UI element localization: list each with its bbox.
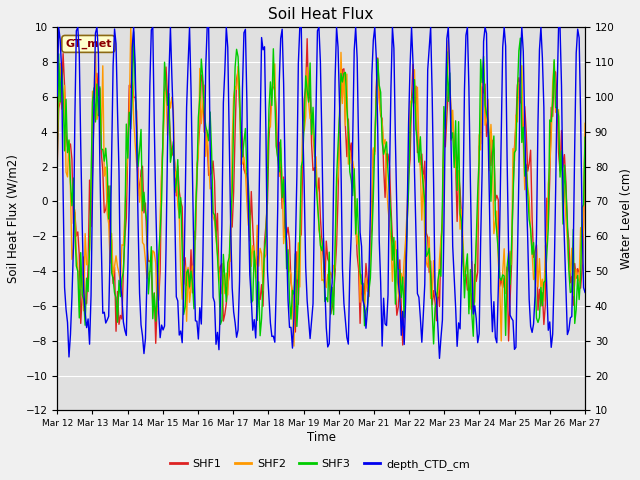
depth_CTD_cm <box>55 24 63 30</box>
SHF3 <box>118 276 125 282</box>
SHF3 <box>239 154 246 160</box>
Line: SHF2: SHF2 <box>57 27 585 346</box>
Title: Soil Heat Flux: Soil Heat Flux <box>268 7 374 22</box>
Text: GT_met: GT_met <box>65 39 111 49</box>
SHF2 <box>555 107 563 113</box>
SHF1 <box>555 149 563 155</box>
depth_CTD_cm <box>230 309 237 315</box>
SHF2 <box>239 161 246 167</box>
SHF2 <box>230 94 237 99</box>
SHF3 <box>230 119 237 124</box>
SHF2 <box>581 120 589 126</box>
Line: SHF3: SHF3 <box>57 32 585 344</box>
SHF2 <box>290 343 298 349</box>
SHF3 <box>555 113 563 119</box>
SHF1 <box>399 342 406 348</box>
SHF2 <box>118 242 125 248</box>
Y-axis label: Water Level (cm): Water Level (cm) <box>620 168 633 269</box>
SHF1 <box>284 225 292 230</box>
SHF2 <box>285 266 293 272</box>
SHF3 <box>212 230 220 236</box>
SHF3 <box>130 29 138 35</box>
depth_CTD_cm <box>212 341 220 347</box>
SHF3 <box>285 297 293 302</box>
depth_CTD_cm <box>285 324 293 330</box>
SHF1 <box>581 132 589 138</box>
SHF1 <box>118 316 125 322</box>
SHF2 <box>127 24 134 30</box>
depth_CTD_cm <box>53 93 61 99</box>
depth_CTD_cm <box>581 289 589 295</box>
SHF3 <box>581 134 589 140</box>
X-axis label: Time: Time <box>307 431 335 444</box>
SHF3 <box>53 161 61 167</box>
SHF1 <box>211 179 218 184</box>
SHF1 <box>53 162 61 168</box>
SHF1 <box>303 36 311 42</box>
SHF1 <box>237 123 245 129</box>
Line: depth_CTD_cm: depth_CTD_cm <box>57 27 585 359</box>
SHF3 <box>429 341 437 347</box>
SHF1 <box>228 224 236 230</box>
Legend: SHF1, SHF2, SHF3, depth_CTD_cm: SHF1, SHF2, SHF3, depth_CTD_cm <box>166 455 474 474</box>
SHF2 <box>53 131 61 137</box>
depth_CTD_cm <box>555 24 563 30</box>
Y-axis label: Soil Heat Flux (W/m2): Soil Heat Flux (W/m2) <box>7 155 20 283</box>
depth_CTD_cm <box>436 356 444 361</box>
Line: SHF1: SHF1 <box>57 39 585 345</box>
depth_CTD_cm <box>120 319 127 325</box>
depth_CTD_cm <box>239 85 246 91</box>
SHF2 <box>212 235 220 241</box>
